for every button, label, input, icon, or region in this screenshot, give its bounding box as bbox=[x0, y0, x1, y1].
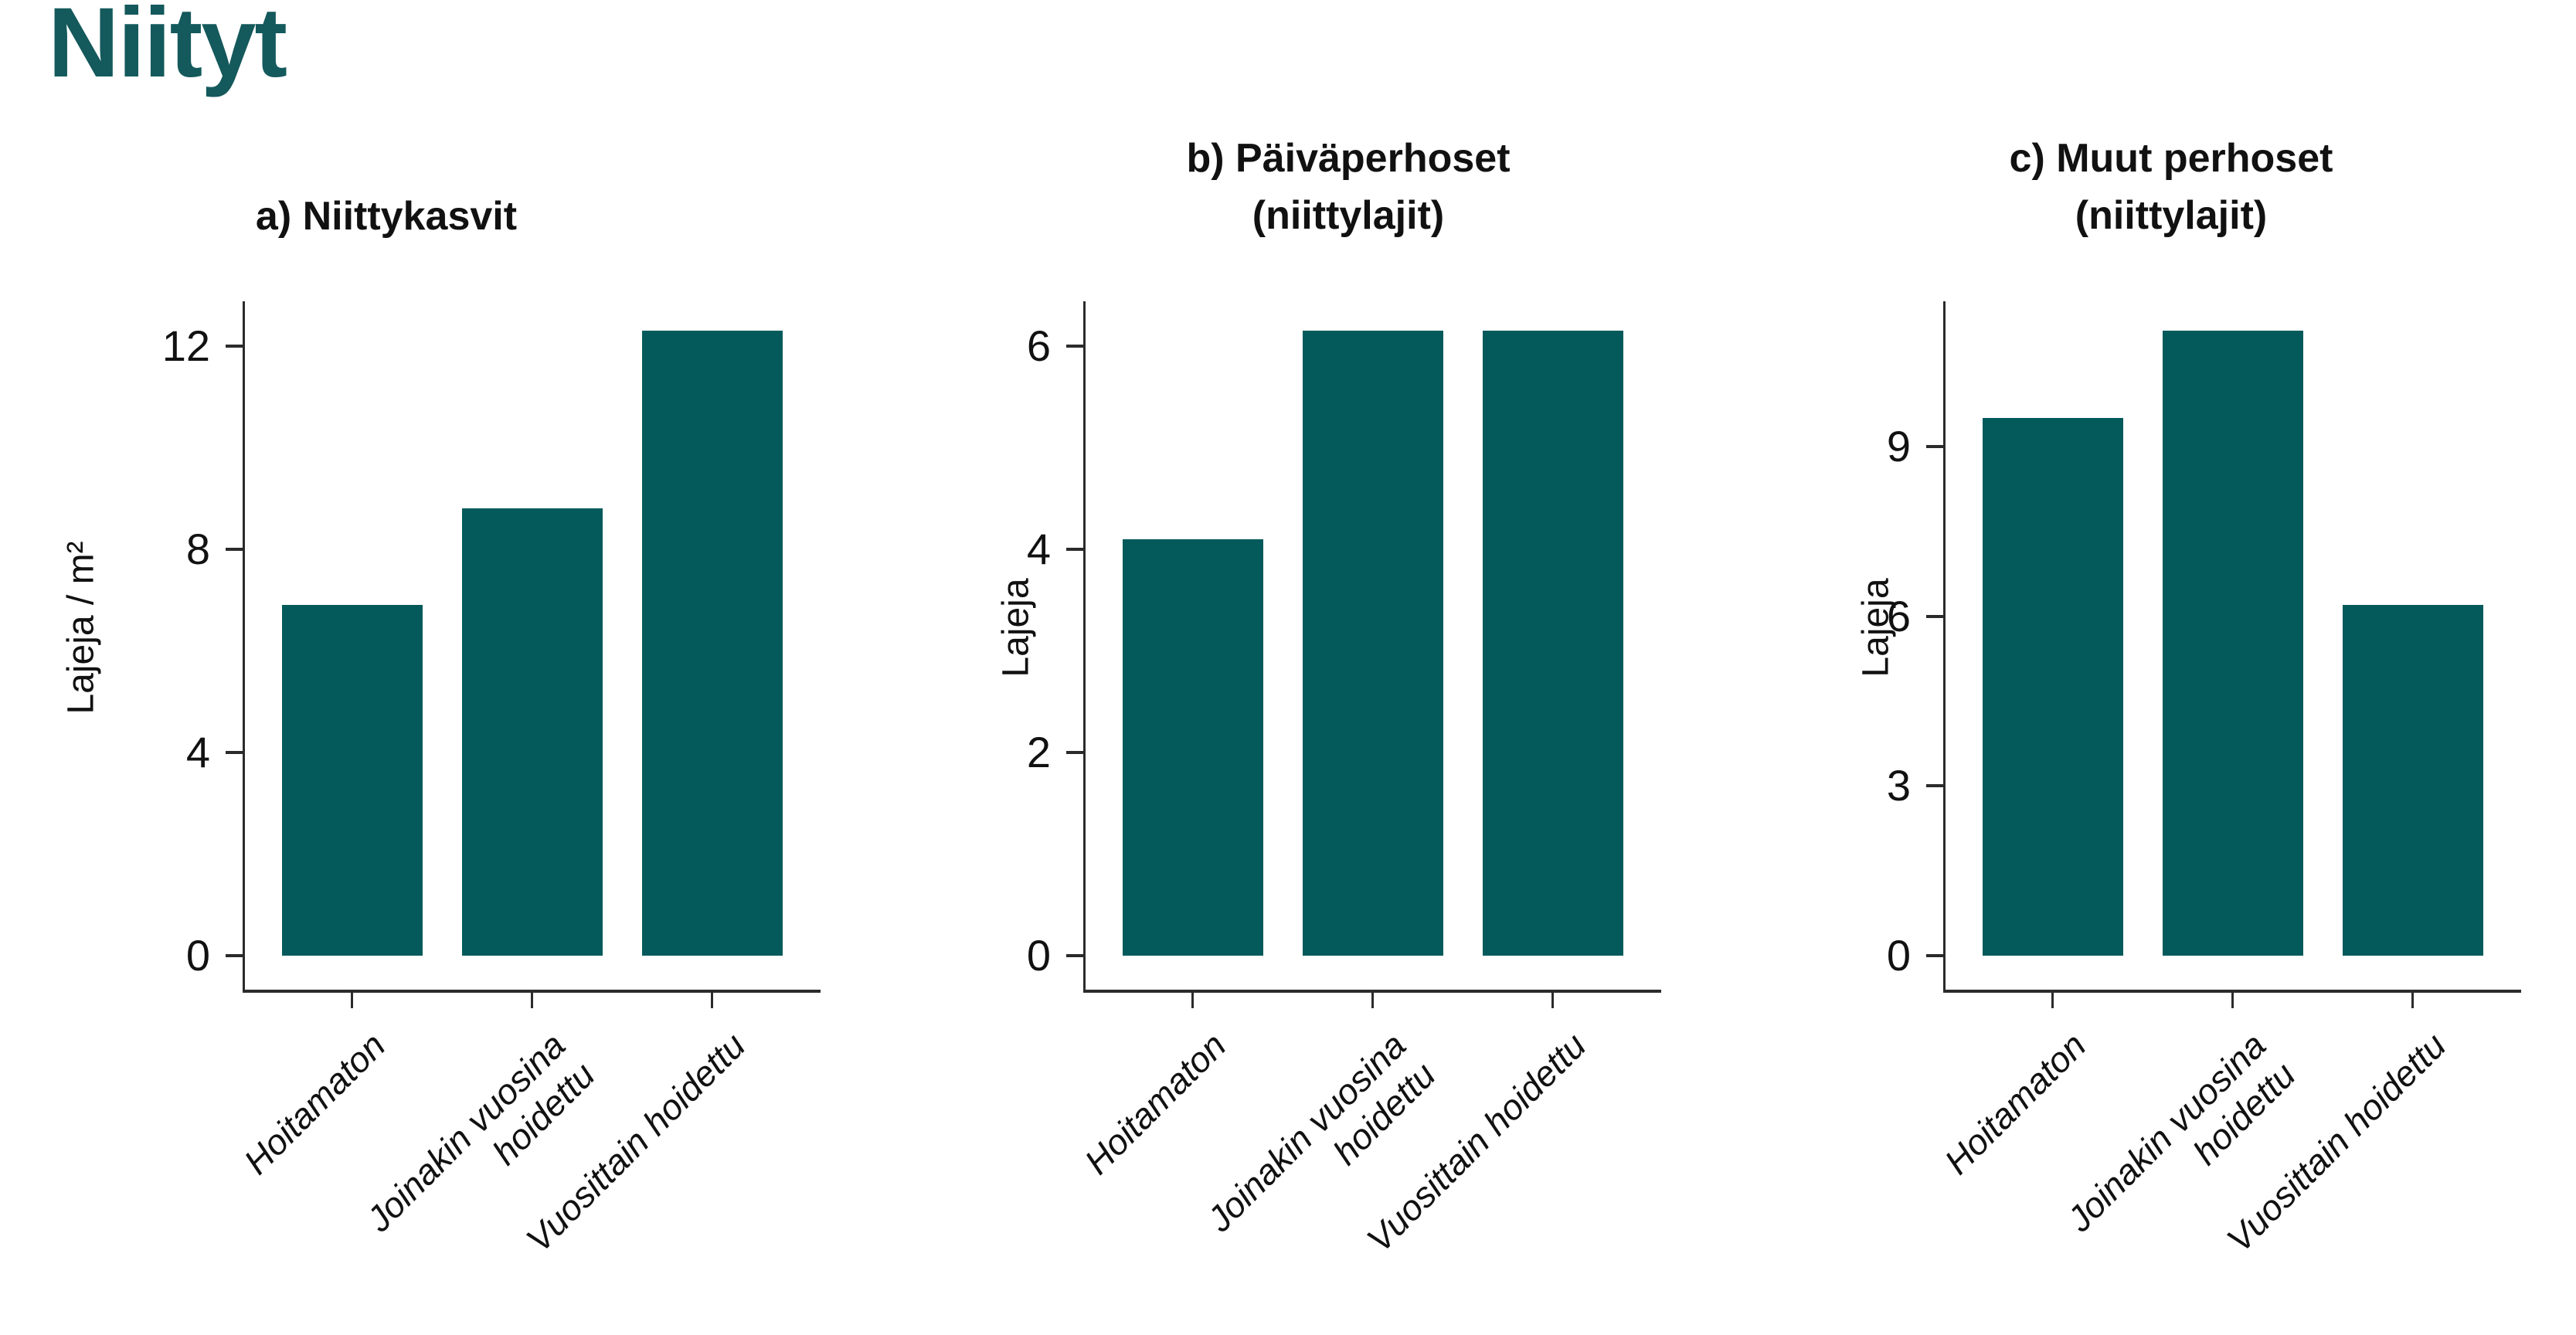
y-tick-mark bbox=[1926, 445, 1943, 449]
y-tick-label: 0 bbox=[1026, 931, 1051, 980]
y-tick-mark bbox=[226, 954, 243, 957]
y-tick-mark bbox=[226, 344, 243, 348]
y-axis-line bbox=[1083, 301, 1086, 993]
bar-joinakin-vuosina-hoidettu bbox=[2163, 331, 2303, 956]
bar-hoitamaton bbox=[1983, 418, 2123, 956]
y-tick-mark bbox=[1926, 784, 1943, 788]
y-tick-label: 0 bbox=[185, 931, 210, 980]
bar-vuosittain-hoidettu bbox=[2343, 605, 2483, 956]
y-axis-line bbox=[1943, 301, 1946, 993]
y-tick-mark bbox=[1926, 614, 1943, 618]
x-tick-mark bbox=[2231, 993, 2234, 1008]
x-axis-line bbox=[1943, 990, 2521, 993]
page-title: Niityt bbox=[48, 0, 287, 98]
y-tick-label: 6 bbox=[1886, 591, 1911, 640]
bar-hoitamaton bbox=[282, 605, 423, 956]
panel-title-line: c) Muut perhoset bbox=[2009, 136, 2333, 181]
x-axis-line bbox=[1083, 990, 1661, 993]
bar-vuosittain-hoidettu bbox=[642, 331, 783, 956]
y-tick-label: 6 bbox=[1026, 321, 1051, 370]
x-tick-mark bbox=[711, 993, 713, 1008]
y-tick-label: 9 bbox=[1886, 422, 1911, 471]
y-axis-label: Lajeja / m² bbox=[60, 541, 102, 715]
bar-vuosittain-hoidettu bbox=[1483, 331, 1623, 956]
x-tick-mark bbox=[1551, 993, 1554, 1008]
x-tick-mark bbox=[1191, 993, 1194, 1008]
y-tick-mark bbox=[1066, 547, 1083, 551]
panel-title-line: a) Niittykasvit bbox=[255, 194, 518, 239]
y-tick-mark bbox=[1926, 954, 1943, 957]
y-tick-mark bbox=[226, 547, 243, 551]
y-tick-label: 0 bbox=[1886, 931, 1911, 980]
panel-title-line: (niittylajit) bbox=[2075, 193, 2268, 238]
y-axis-label: Lajeja bbox=[995, 578, 1037, 678]
panel-title: b) Päiväperhoset (niittylajit) bbox=[962, 130, 1735, 244]
x-tick-mark bbox=[2411, 993, 2414, 1008]
x-tick-mark bbox=[2051, 993, 2054, 1008]
bar-joinakin-vuosina-hoidettu bbox=[462, 508, 603, 956]
x-tick-mark bbox=[1371, 993, 1374, 1008]
bar-joinakin-vuosina-hoidettu bbox=[1303, 331, 1443, 956]
x-tick-mark bbox=[531, 993, 533, 1008]
y-tick-label: 8 bbox=[185, 524, 210, 573]
panel-title: a) Niittykasvit bbox=[0, 188, 773, 245]
x-tick-mark bbox=[351, 993, 353, 1008]
y-tick-label: 3 bbox=[1886, 761, 1911, 810]
y-tick-mark bbox=[1066, 954, 1083, 957]
y-tick-mark bbox=[1066, 344, 1083, 348]
bar-hoitamaton bbox=[1123, 538, 1263, 956]
y-tick-mark bbox=[1066, 750, 1083, 754]
y-axis-line bbox=[243, 301, 245, 993]
panel-title: c) Muut perhoset (niittylajit) bbox=[1785, 130, 2557, 244]
y-tick-label: 12 bbox=[161, 321, 210, 370]
panel-title-line: (niittylajit) bbox=[1252, 193, 1445, 238]
panel-title-line: b) Päiväperhoset bbox=[1186, 136, 1511, 181]
x-axis-line bbox=[243, 990, 821, 993]
y-tick-mark bbox=[226, 750, 243, 754]
y-tick-label: 4 bbox=[185, 727, 210, 776]
y-tick-label: 4 bbox=[1026, 524, 1051, 573]
y-tick-label: 2 bbox=[1026, 727, 1051, 776]
